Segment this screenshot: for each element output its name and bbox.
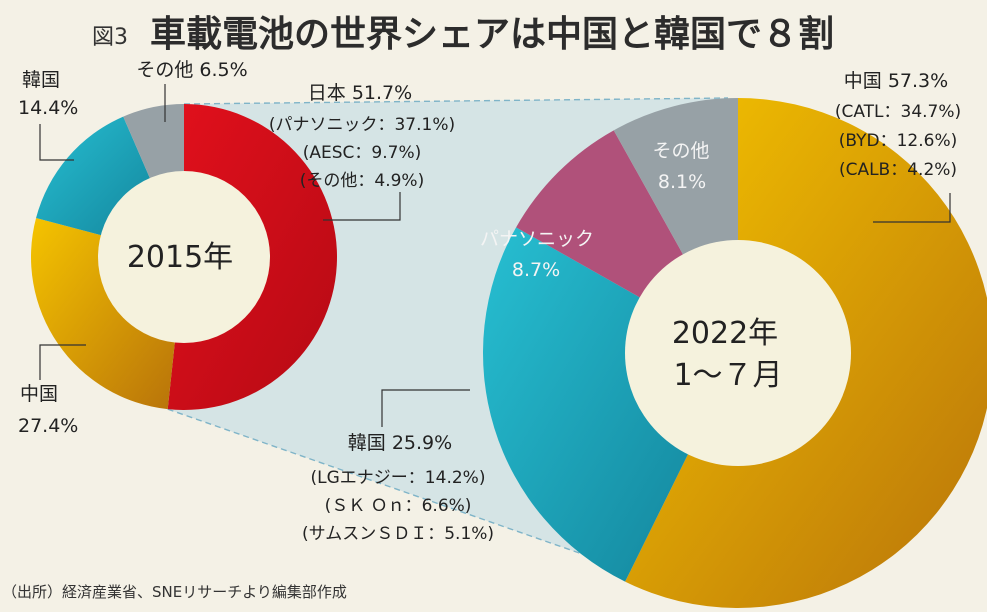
figure-label: 図3 (92, 25, 128, 50)
pie2-detail-china-0: (CATL：34.7%) (835, 102, 961, 122)
pie1-value-korea: 14.4% (18, 97, 78, 119)
pie1-label-other: その他 6.5% (136, 59, 247, 81)
pie1-detail-japan-0: (パナソニック：37.1%) (269, 115, 455, 135)
connector-line-bottom (167, 408, 709, 599)
pie2-center-label-2: 1〜７月 (673, 358, 782, 393)
pie1-detail-japan-1: (AESC：9.7%) (303, 143, 422, 163)
pie1-leader-china (39, 344, 86, 380)
pie1-slice-0 (167, 104, 337, 410)
pie2-center (625, 240, 851, 466)
pie1-label-japan: 日本 51.7% (308, 82, 412, 104)
connector-line-top (183, 97, 729, 105)
pie2-detail-korea-0: (LGエナジー：14.2%) (311, 468, 486, 488)
pie1-leader-korea (39, 124, 74, 161)
pie2-leader-china (873, 193, 951, 223)
pie2-detail-korea-1: (ＳＫ Ｏｎ：6.6%) (325, 496, 472, 516)
pie2-label-china: 中国 57.3% (844, 70, 948, 92)
pie1-slice-2 (36, 116, 151, 236)
pie2-label-korea: 韓国 25.9% (348, 432, 452, 454)
pie2-detail-china-2: (CALB：4.2%) (839, 160, 957, 180)
pie2-slice-0 (625, 98, 987, 608)
pie1-center-label: 2015年 (127, 240, 233, 275)
chart-title: 車載電池の世界シェアは中国と韓国で８割 (150, 14, 834, 55)
pie1-slice-3 (123, 104, 184, 179)
pie2-detail-china-1: (BYD：12.6%) (839, 131, 957, 151)
pie1-center (98, 171, 270, 343)
pie2-slice-3 (613, 98, 738, 256)
pie1-detail-japan-2: (その他：4.9%) (300, 171, 424, 191)
pie2-slice-2 (516, 130, 684, 298)
pie2-value-panasonic: 8.7% (512, 259, 560, 281)
pie1-leader-japan (323, 192, 401, 221)
pie2-leader-korea (381, 389, 470, 427)
pie2-detail-korea-2: (サムスンＳＤＩ：5.1%) (302, 524, 494, 544)
pie2-label-panasonic: パナソニック (480, 228, 594, 250)
source-note: （出所）経済産業省、SNEリサーチより編集部作成 (2, 583, 347, 601)
pie2-value-other: 8.1% (658, 171, 706, 193)
pie2-slice-1 (483, 227, 689, 582)
pie1-slice-1 (31, 218, 175, 410)
pie1-label-china: 中国 (20, 383, 58, 405)
pie1-value-china: 27.4% (18, 415, 78, 437)
pie1-label-korea: 韓国 (22, 69, 60, 91)
pie2-label-other: その他 (652, 140, 709, 162)
pie2-center-label-1: 2022年 (672, 316, 778, 351)
